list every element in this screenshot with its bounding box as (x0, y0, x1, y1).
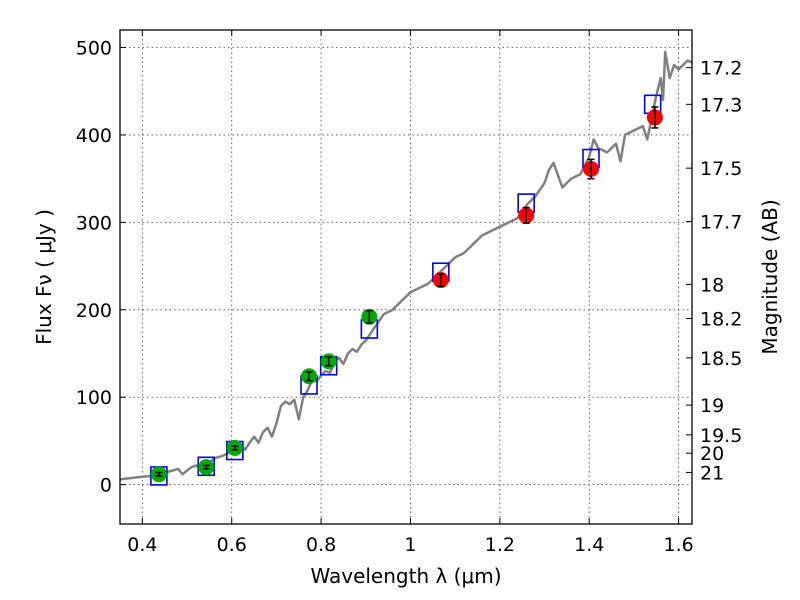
x-tick-label: 1.2 (485, 534, 515, 556)
y2-tick-label: 17.5 (700, 158, 742, 180)
x-tick-label: 0.8 (306, 534, 336, 556)
grid (120, 30, 692, 524)
y2-tick-label: 17.3 (700, 94, 742, 116)
y2-tick-label: 17.7 (700, 211, 742, 233)
y-tick-label: 400 (76, 125, 112, 147)
plot-frame (119, 29, 693, 525)
y2-tick-label: 19.5 (700, 425, 742, 447)
x-axis-label: Wavelength λ (μm) (310, 564, 501, 588)
y-tick-label: 200 (76, 300, 112, 322)
x-tick-label: 1.4 (574, 534, 604, 556)
markers-layer (150, 94, 663, 486)
y2-tick-label: 20 (700, 443, 724, 465)
y2-axis-label: Magnitude (AB) (758, 199, 782, 354)
y2-tick-label: 18 (700, 274, 724, 296)
y-axis-label: Flux Fν ( μJy ) (32, 209, 56, 345)
ticks-layer: 0.4 0.6 0.8 1 1.2 1.4 1.6 0 100 200 300 400 500 17.2 1… (76, 30, 742, 556)
y2-tick-label: 19 (700, 395, 724, 417)
y2-tick-label: 17.2 (700, 58, 742, 80)
x-tick-label: 1 (404, 534, 416, 556)
y2-tick-label: 18.5 (700, 348, 742, 370)
y2-tick-label: 21 (700, 462, 724, 484)
y-tick-label: 100 (76, 387, 112, 409)
y-tick-label: 300 (76, 212, 112, 234)
x-tick-label: 0.4 (127, 534, 157, 556)
bandpass-square (197, 456, 216, 477)
y2-tick-label: 18.2 (700, 309, 742, 331)
x-tick-label: 0.6 (217, 534, 247, 556)
y-tick-label: 0 (100, 475, 112, 497)
x-tick-label: 1.6 (663, 534, 693, 556)
y-tick-label: 500 (76, 37, 112, 59)
